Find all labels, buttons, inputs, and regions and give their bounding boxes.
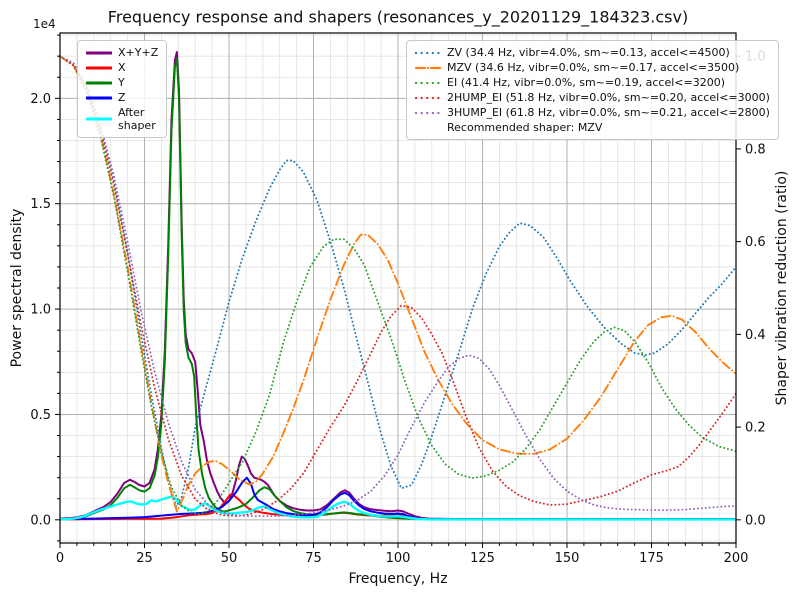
legend-item: Y	[85, 76, 158, 89]
y-left-tick-label: 2.0	[30, 92, 51, 107]
x-axis-label: Frequency, Hz	[348, 571, 448, 587]
legend-label: X+Y+Z	[118, 46, 159, 59]
x-tick-label: 150	[555, 551, 580, 566]
y-left-tick-label: 1.5	[30, 197, 51, 212]
x-tick-label: 100	[386, 551, 411, 566]
axis-offset-label: 1e4	[33, 17, 56, 31]
curves	[60, 51, 736, 521]
legend-label: 2HUMP_EI (51.8 Hz, vibr=0.0%, sm~=0.20, …	[447, 91, 770, 104]
legend-item: X	[85, 61, 158, 74]
legend-spacer	[415, 123, 441, 133]
legend-label: Y	[118, 76, 125, 89]
x-tick-label: 0	[56, 551, 64, 566]
curve-x-y-z	[60, 51, 736, 520]
x-tick-label: 75	[305, 551, 322, 566]
legend-item: Recommended shaper: MZV	[415, 121, 770, 134]
tick-labels: 0 25 50 75 100 125 150 175 200 0.0 0.5 1.0 1.5 2.0 0.0…	[30, 50, 765, 566]
legend-item: X+Y+Z	[85, 46, 159, 59]
y-left-tick-label: 1.0	[30, 303, 51, 318]
legend-label: 3HUMP_EI (61.8 Hz, vibr=0.0%, sm~=0.21, …	[447, 106, 770, 119]
psd-legend: X+Y+Z X Y Z After shaper	[77, 40, 168, 138]
3hump-ei-line-swatch	[414, 108, 442, 118]
legend-item: EI (41.4 Hz, vibr=0.0%, sm~=0.19, accel<…	[414, 76, 770, 89]
curve-2hump-ei	[60, 55, 736, 518]
legend-label: MZV (34.6 Hz, vibr=0.0%, sm~=0.17, accel…	[447, 61, 740, 74]
curve-zv	[60, 55, 736, 508]
x-line-swatch	[85, 63, 113, 73]
ei-line-swatch	[414, 78, 442, 88]
legend-label: ZV (34.4 Hz, vibr=4.0%, sm~=0.13, accel<…	[447, 46, 730, 59]
y-left-tick-label: 0.0	[30, 513, 51, 528]
legend-item: After shaper	[85, 106, 158, 132]
curve-3hump-ei	[60, 55, 736, 518]
legend-label: Z	[118, 91, 126, 104]
curve-z	[60, 476, 736, 521]
legend-item: 2HUMP_EI (51.8 Hz, vibr=0.0%, sm~=0.20, …	[414, 91, 770, 104]
y-axis-label-left: Power spectral density	[9, 208, 25, 368]
z-line-swatch	[85, 93, 113, 103]
x-tick-label: 200	[724, 551, 749, 566]
curve-mzv	[60, 55, 736, 513]
legend-label: After shaper	[118, 106, 156, 132]
curve-y	[60, 57, 736, 521]
y-right-tick-label: 0.2	[745, 421, 766, 436]
y-right-tick-label: 0.4	[745, 328, 766, 343]
x-tick-label: 50	[221, 551, 238, 566]
x-y-z-line-swatch	[85, 48, 113, 58]
x-tick-label: 175	[639, 551, 664, 566]
y-line-swatch	[85, 78, 113, 88]
x-tick-label: 25	[136, 551, 153, 566]
2hump-ei-line-swatch	[414, 93, 442, 103]
legend-label: Recommended shaper: MZV	[447, 121, 603, 134]
curve-ei	[60, 55, 736, 516]
legend-item: ZV (34.4 Hz, vibr=4.0%, sm~=0.13, accel<…	[414, 46, 770, 59]
y-left-tick-label: 0.5	[30, 408, 51, 423]
legend-item: 3HUMP_EI (61.8 Hz, vibr=0.0%, sm~=0.21, …	[414, 106, 770, 119]
after-shaper-line-swatch	[85, 114, 113, 124]
legend-label: X	[118, 61, 126, 74]
zv-line-swatch	[414, 48, 442, 58]
legend-label: EI (41.4 Hz, vibr=0.0%, sm~=0.19, accel<…	[447, 76, 725, 89]
legend-item: MZV (34.6 Hz, vibr=0.0%, sm~=0.17, accel…	[414, 61, 770, 74]
x-tick-label: 125	[470, 551, 495, 566]
chart-title: Frequency response and shapers (resonanc…	[107, 7, 689, 27]
y-right-tick-label: 0.8	[745, 142, 766, 157]
y-right-tick-label: 0.0	[745, 513, 766, 528]
legend-item: Z	[85, 91, 158, 104]
y-axis-label-right: Shaper vibration reduction (ratio)	[774, 170, 790, 406]
mzv-line-swatch	[414, 63, 442, 73]
y-right-tick-label: 0.6	[745, 235, 766, 250]
shaper-legend: ZV (34.4 Hz, vibr=4.0%, sm~=0.13, accel<…	[406, 40, 779, 140]
